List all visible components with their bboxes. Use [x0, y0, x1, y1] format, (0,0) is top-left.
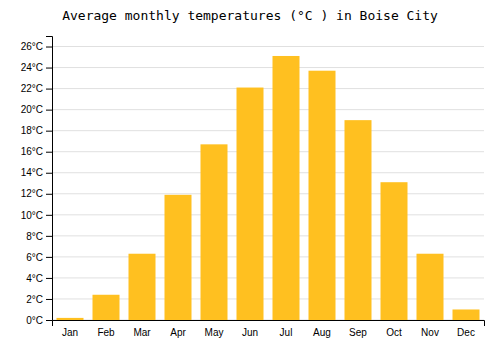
y-tick-label: 14°C	[21, 167, 43, 178]
y-tick: 24°C	[21, 62, 52, 73]
y-tick-label: 16°C	[21, 146, 43, 157]
y-tick: 2°C	[26, 294, 52, 305]
y-tick-mark	[46, 89, 52, 90]
bar	[417, 254, 444, 320]
bar	[93, 295, 120, 320]
y-tick: 0°C	[26, 315, 52, 326]
x-tick-label: May	[205, 327, 224, 338]
x-tick: Apr	[170, 327, 186, 338]
y-tick: 22°C	[21, 83, 52, 94]
x-tick-label: Oct	[386, 327, 402, 338]
y-tick-mark	[46, 110, 52, 111]
y-tick-mark	[46, 299, 52, 300]
bar	[201, 144, 228, 320]
y-tick: 16°C	[21, 146, 52, 157]
x-axis: Jan Feb Mar Apr May Jun Jul Aug Sep Oct Nov Dec	[53, 321, 485, 339]
y-tick: 18°C	[21, 125, 52, 136]
y-tick-label: 12°C	[21, 188, 43, 199]
y-tick-label: 8°C	[26, 231, 43, 242]
bar	[309, 71, 336, 320]
y-tick: 14°C	[21, 167, 52, 178]
x-tick: Dec	[457, 327, 475, 338]
y-tick-mark	[46, 68, 52, 69]
grid-line	[52, 172, 484, 173]
y-tick-label: 20°C	[21, 104, 43, 115]
grid-line	[52, 214, 484, 215]
y-tick-label: 4°C	[26, 273, 43, 284]
y-tick-label: 6°C	[26, 252, 43, 263]
y-axis: 0°C 2°C 4°C 6°C 8°C 10°C 12°C 14°C 16°C 18°C 20°C 2…	[21, 37, 53, 326]
x-tick: Nov	[421, 327, 439, 338]
plot: 0°C 2°C 4°C 6°C 8°C 10°C 12°C 14°C 16°C 18°C 20°C 2…	[21, 37, 485, 339]
y-tick-mark	[46, 194, 52, 195]
bar	[453, 309, 480, 320]
y-tick-mark	[46, 278, 52, 279]
y-tick-mark	[46, 131, 52, 132]
x-tick-label: Feb	[97, 327, 115, 338]
bar	[129, 254, 156, 320]
bar	[237, 88, 264, 320]
grid-line	[52, 130, 484, 131]
x-tick: Feb	[97, 327, 115, 338]
bar	[381, 182, 408, 320]
grid-line	[52, 193, 484, 194]
y-tick: 4°C	[26, 273, 52, 284]
y-tick-mark	[46, 152, 52, 153]
y-tick-label: 22°C	[21, 83, 43, 94]
y-tick-label: 10°C	[21, 210, 43, 221]
x-tick-label: Jul	[280, 327, 293, 338]
y-tick-mark	[46, 320, 52, 321]
x-tick: Sep	[349, 327, 367, 338]
y-tick-label: 0°C	[26, 315, 43, 326]
bar	[57, 318, 84, 320]
chart: Average monthly temperatures (°C ) in Bo…	[0, 0, 500, 350]
y-tick: 8°C	[26, 231, 52, 242]
y-tick-label: 24°C	[21, 62, 43, 73]
grid-line	[52, 235, 484, 236]
grid-line	[52, 46, 484, 47]
x-axis-line	[53, 321, 485, 327]
bars	[57, 56, 480, 320]
x-tick-label: Sep	[349, 327, 367, 338]
y-tick-mark	[46, 236, 52, 237]
x-tick-label: Jun	[242, 327, 258, 338]
bar	[345, 120, 372, 320]
y-tick-label: 18°C	[21, 125, 43, 136]
bar	[273, 56, 300, 320]
x-tick-label: Dec	[457, 327, 475, 338]
x-tick-label: Apr	[170, 327, 186, 338]
grid-line	[52, 151, 484, 152]
x-tick-label: Nov	[421, 327, 439, 338]
y-tick: 10°C	[21, 210, 52, 221]
x-tick-label: Mar	[133, 327, 151, 338]
grid	[52, 47, 484, 320]
grid-line	[52, 109, 484, 110]
title: Average monthly temperatures (°C ) in Bo…	[62, 8, 438, 23]
y-tick-mark	[46, 257, 52, 258]
x-tick-label: Aug	[313, 327, 331, 338]
x-tick: Jan	[62, 327, 78, 338]
x-tick-label: Jan	[62, 327, 78, 338]
y-tick: 20°C	[21, 104, 52, 115]
x-tick: May	[205, 327, 224, 338]
y-tick-label: 2°C	[26, 294, 43, 305]
x-tick: Jul	[280, 327, 293, 338]
y-tick-label: 26°C	[21, 41, 43, 52]
bar	[165, 195, 192, 320]
x-tick: Oct	[386, 327, 402, 338]
y-tick: 6°C	[26, 252, 52, 263]
x-tick: Aug	[313, 327, 331, 338]
x-tick: Jun	[242, 327, 258, 338]
y-axis-line	[46, 37, 53, 321]
y-tick: 26°C	[21, 41, 52, 52]
grid-line	[52, 67, 484, 68]
x-tick: Mar	[133, 327, 151, 338]
grid-line	[52, 88, 484, 89]
y-tick: 12°C	[21, 188, 52, 199]
y-tick-mark	[46, 173, 52, 174]
y-tick-mark	[46, 215, 52, 216]
y-tick-mark	[46, 47, 52, 48]
